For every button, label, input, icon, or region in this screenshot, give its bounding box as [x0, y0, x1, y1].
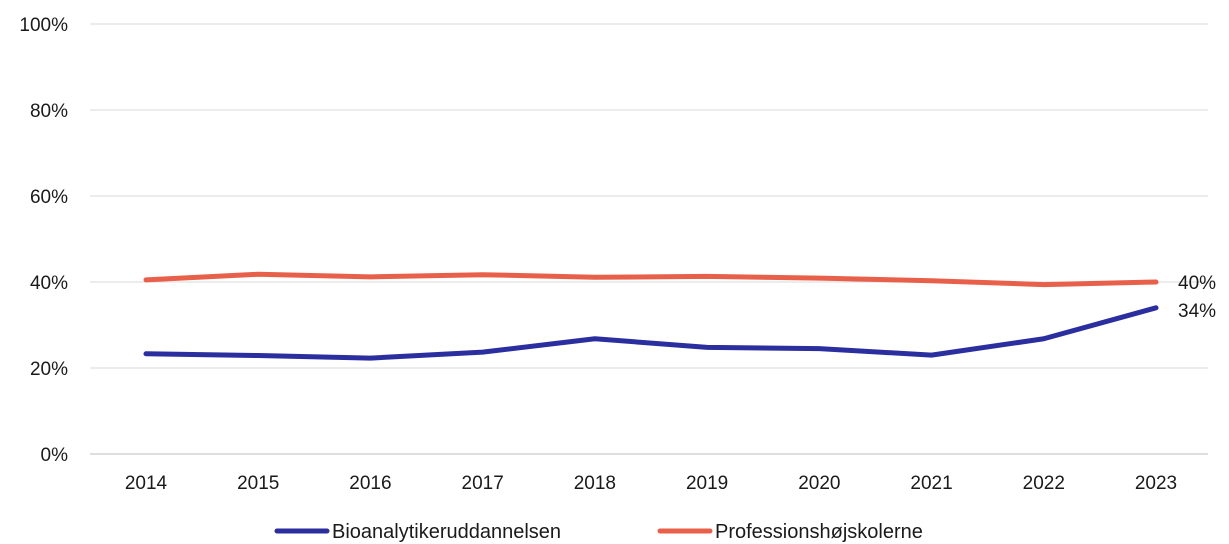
x-tick-label: 2014	[125, 473, 168, 494]
end-label-professionsh-jskolerne: 40%	[1178, 273, 1216, 294]
y-tick-label: 40%	[30, 273, 68, 294]
x-tick-label: 2015	[237, 473, 279, 494]
legend-label-professionsh-jskolerne: Professionshøjskolerne	[715, 521, 923, 543]
gridlines	[90, 23, 1208, 455]
x-tick-label: 2016	[349, 473, 391, 494]
y-tick-label: 80%	[30, 101, 68, 122]
y-axis-tick-labels: 0% 20% 40% 60% 80% 100%	[19, 15, 68, 466]
series-line-professionsh-jskolerne	[143, 271, 1159, 288]
x-tick-label: 2020	[798, 473, 840, 494]
y-tick-label: 60%	[30, 187, 68, 208]
x-tick-label: 2022	[1023, 473, 1065, 494]
end-label-bioanalytikeruddannelsen: 34%	[1178, 301, 1216, 322]
end-labels: 34%40%	[1178, 273, 1216, 322]
y-tick-label: 0%	[41, 445, 69, 466]
x-tick-label: 2019	[686, 473, 728, 494]
y-tick-label: 20%	[30, 359, 68, 380]
x-axis-tick-labels: 2014 2015 2016 2017 2018 2019 2020 2021 2022 2023	[125, 473, 1177, 494]
y-tick-label: 100%	[19, 15, 68, 36]
x-tick-label: 2018	[574, 473, 616, 494]
legend: Bioanalytikeruddannelsen Professionshøjsk…	[274, 521, 923, 543]
x-tick-label: 2021	[910, 473, 952, 494]
legend-label-bioanalytikeruddannelsen: Bioanalytikeruddannelsen	[332, 521, 561, 543]
series-line-bioanalytikeruddannelsen	[143, 305, 1159, 361]
series-lines	[143, 271, 1159, 361]
x-tick-label: 2017	[462, 473, 504, 494]
x-tick-label: 2023	[1135, 473, 1177, 494]
